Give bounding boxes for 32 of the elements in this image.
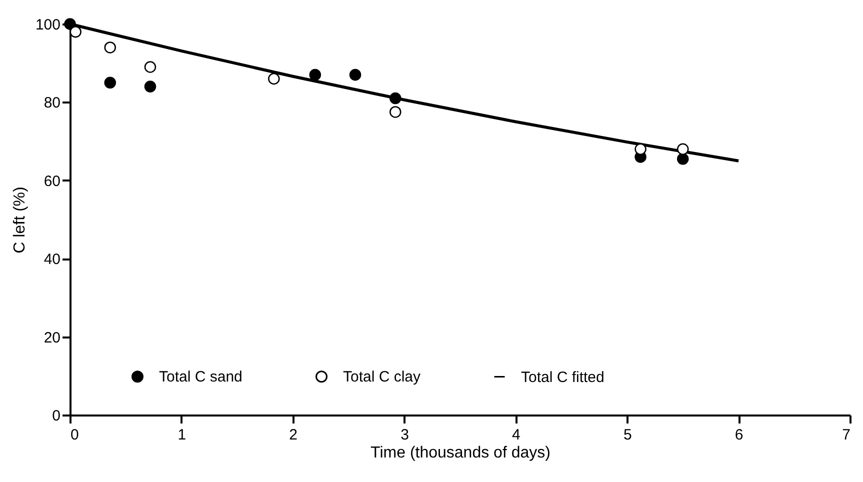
point [676,153,689,165]
legend-label: Total C clay [343,368,422,386]
y-axis-title: C left (%) [11,186,28,254]
point [268,72,280,85]
point [70,26,82,38]
legend-label: Total C fitted [521,368,604,386]
x-tick-label: 7 [842,426,850,444]
point [634,143,646,156]
y-tick-label: 80 [44,94,60,112]
point [389,106,402,118]
x-axis-title: Time (thousands of days) [370,444,550,462]
x-tick-label: 5 [623,426,632,444]
point [144,80,156,92]
y-tick-label: 40 [44,251,60,268]
point [309,68,322,81]
point [349,68,362,81]
x-tick-label: 3 [400,426,409,444]
point [104,42,116,54]
x-tick-label: 6 [734,426,744,444]
y-tick-label: 0 [52,408,60,424]
y-tick-label: 20 [44,329,60,346]
y-tick-label: 60 [44,172,60,190]
x-tick-label: 0 [70,426,79,444]
point [389,92,402,104]
point [676,143,689,156]
point [104,76,116,89]
x-tick-label: 4 [512,426,520,444]
x-tick-label: 2 [289,426,298,444]
point [144,61,156,73]
legend-label: Total C sand [159,368,242,386]
y-tick-label: 100 [35,16,60,34]
x-tick-label: 1 [178,426,186,444]
